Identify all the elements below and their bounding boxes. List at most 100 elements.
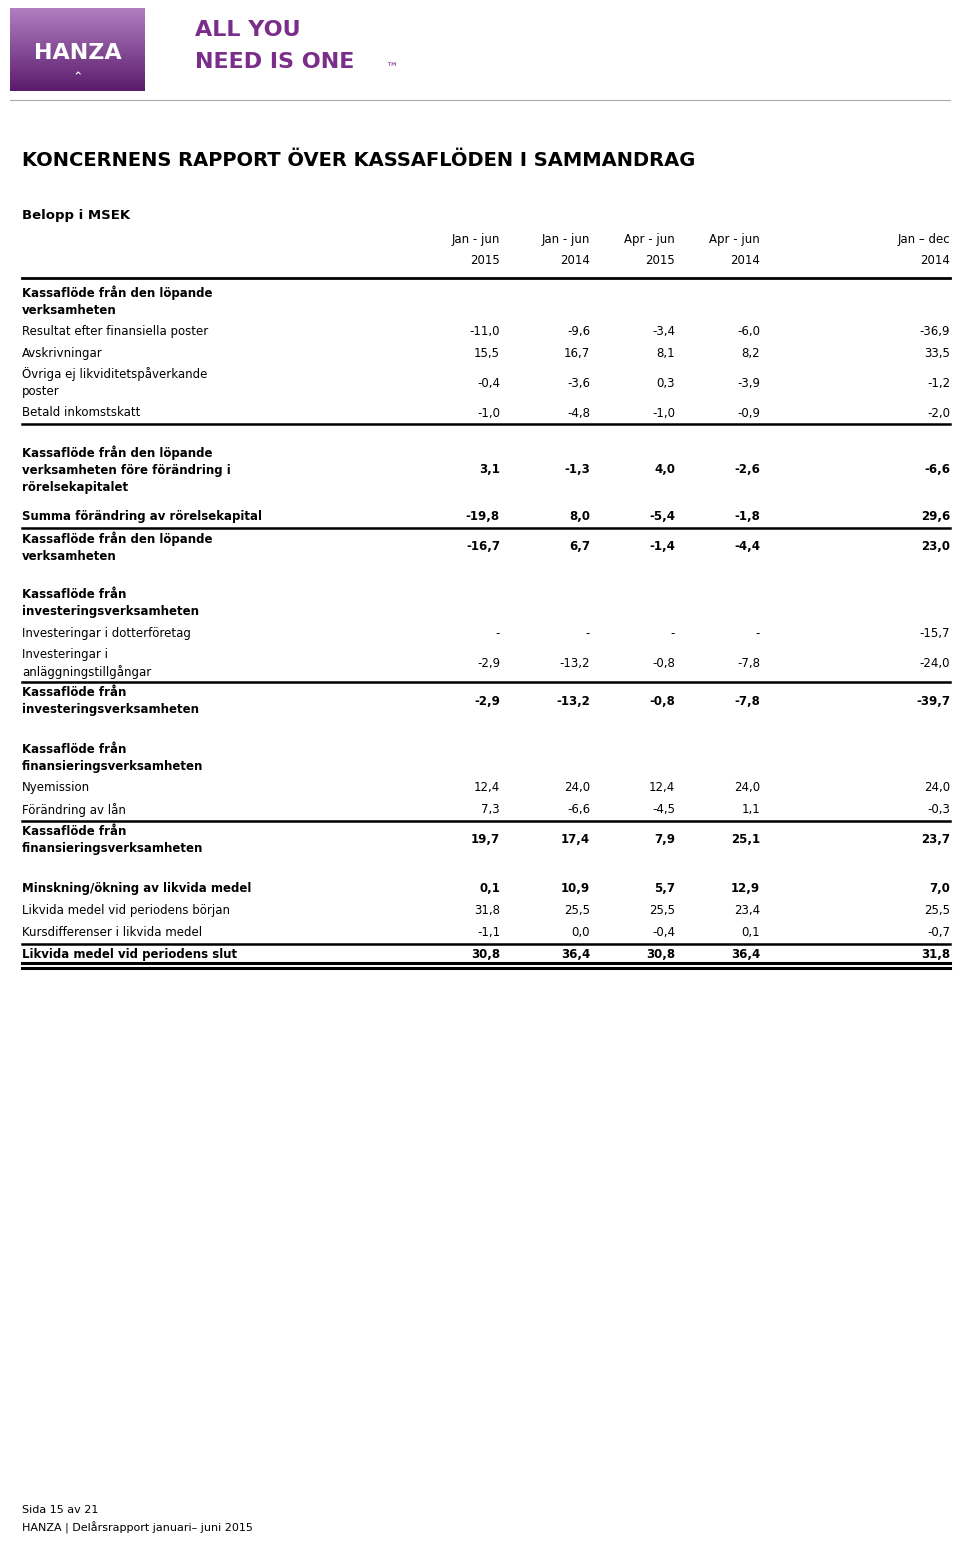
Bar: [10, 74, 145, 76]
Text: ⌃: ⌃: [72, 71, 83, 85]
Text: 25,1: 25,1: [731, 834, 760, 846]
Bar: [10, 82, 145, 85]
Text: 31,8: 31,8: [474, 903, 500, 917]
Bar: [10, 53, 145, 56]
Text: Kassaflöde från den löpande
verksamheten före förändring i
rörelsekapitalet: Kassaflöde från den löpande verksamheten…: [22, 446, 230, 493]
Text: -9,6: -9,6: [566, 325, 590, 337]
Text: -: -: [671, 627, 675, 640]
Text: Kassaflöde från
finansieringsverksamheten: Kassaflöde från finansieringsverksamhete…: [22, 743, 204, 774]
Text: 12,4: 12,4: [473, 781, 500, 795]
Text: -11,0: -11,0: [469, 325, 500, 337]
Bar: [10, 19, 145, 20]
Text: -3,9: -3,9: [737, 376, 760, 390]
Bar: [10, 9, 145, 12]
Text: ™: ™: [385, 62, 397, 74]
Text: Summa förändring av rörelsekapital: Summa förändring av rörelsekapital: [22, 511, 262, 523]
Text: 4,0: 4,0: [654, 463, 675, 476]
Bar: [10, 46, 145, 50]
Text: Sida 15 av 21: Sida 15 av 21: [22, 1505, 98, 1515]
Bar: [10, 56, 145, 57]
Bar: [10, 88, 145, 91]
Bar: [10, 63, 145, 67]
Text: 30,8: 30,8: [646, 948, 675, 961]
Text: 8,1: 8,1: [657, 347, 675, 359]
Text: 25,5: 25,5: [564, 903, 590, 917]
Text: 19,7: 19,7: [470, 834, 500, 846]
Text: Likvida medel vid periodens början: Likvida medel vid periodens början: [22, 903, 230, 917]
Text: -36,9: -36,9: [920, 325, 950, 337]
Text: Jan - jun: Jan - jun: [451, 234, 500, 246]
Text: 7,3: 7,3: [481, 803, 500, 817]
Text: 12,9: 12,9: [731, 882, 760, 896]
Text: -1,0: -1,0: [477, 407, 500, 419]
Text: -1,0: -1,0: [652, 407, 675, 419]
Text: Investeringar i dotterföretag: Investeringar i dotterföretag: [22, 627, 191, 640]
Text: -6,6: -6,6: [566, 803, 590, 817]
Bar: [10, 43, 145, 45]
Text: -3,4: -3,4: [652, 325, 675, 337]
Text: -7,8: -7,8: [734, 695, 760, 709]
Text: -4,8: -4,8: [567, 407, 590, 419]
Bar: [10, 71, 145, 74]
Text: Apr - jun: Apr - jun: [709, 234, 760, 246]
Text: Kursdifferenser i likvida medel: Kursdifferenser i likvida medel: [22, 927, 203, 939]
Text: 30,8: 30,8: [470, 948, 500, 961]
Text: Apr - jun: Apr - jun: [624, 234, 675, 246]
Text: -4,5: -4,5: [652, 803, 675, 817]
Bar: [10, 40, 145, 43]
Text: 24,0: 24,0: [924, 781, 950, 795]
Text: Kassaflöde från
finansieringsverksamheten: Kassaflöde från finansieringsverksamhete…: [22, 825, 204, 855]
Text: -1,4: -1,4: [649, 540, 675, 554]
Text: Jan - jun: Jan - jun: [541, 234, 590, 246]
Text: -2,9: -2,9: [477, 657, 500, 670]
Text: 2015: 2015: [645, 254, 675, 266]
Text: 0,1: 0,1: [741, 927, 760, 939]
Text: Förändring av lån: Förändring av lån: [22, 803, 126, 817]
Text: -3,6: -3,6: [567, 376, 590, 390]
Text: 7,9: 7,9: [654, 834, 675, 846]
Text: 17,4: 17,4: [561, 834, 590, 846]
Text: 23,4: 23,4: [733, 903, 760, 917]
Text: Belopp i MSEK: Belopp i MSEK: [22, 209, 131, 221]
Text: -0,8: -0,8: [652, 657, 675, 670]
Text: 31,8: 31,8: [921, 948, 950, 961]
Text: -0,7: -0,7: [927, 927, 950, 939]
Text: HANZA: HANZA: [34, 43, 121, 63]
Bar: [10, 62, 145, 63]
Text: -24,0: -24,0: [920, 657, 950, 670]
Text: 0,3: 0,3: [657, 376, 675, 390]
Text: 0,0: 0,0: [571, 927, 590, 939]
Bar: [10, 70, 145, 73]
Text: -15,7: -15,7: [920, 627, 950, 640]
Bar: [10, 28, 145, 31]
Text: -: -: [586, 627, 590, 640]
Text: 24,0: 24,0: [564, 781, 590, 795]
Text: 7,0: 7,0: [929, 882, 950, 896]
Text: Minskning/ökning av likvida medel: Minskning/ökning av likvida medel: [22, 882, 252, 896]
Text: Betald inkomstskatt: Betald inkomstskatt: [22, 407, 140, 419]
Bar: [10, 87, 145, 88]
Text: -2,0: -2,0: [927, 407, 950, 419]
Text: 25,5: 25,5: [924, 903, 950, 917]
Text: Likvida medel vid periodens slut: Likvida medel vid periodens slut: [22, 948, 237, 961]
Bar: [10, 51, 145, 54]
Text: Jan – dec: Jan – dec: [898, 234, 950, 246]
Text: 33,5: 33,5: [924, 347, 950, 359]
Bar: [10, 15, 145, 19]
Text: -13,2: -13,2: [556, 695, 590, 709]
Text: -4,4: -4,4: [734, 540, 760, 554]
Text: -1,3: -1,3: [564, 463, 590, 476]
Text: -2,6: -2,6: [734, 463, 760, 476]
Text: -1,8: -1,8: [734, 511, 760, 523]
Text: 8,2: 8,2: [741, 347, 760, 359]
Text: -0,4: -0,4: [652, 927, 675, 939]
Bar: [10, 45, 145, 48]
Bar: [10, 65, 145, 68]
Text: -5,4: -5,4: [649, 511, 675, 523]
Text: 25,5: 25,5: [649, 903, 675, 917]
Text: NEED IS ONE: NEED IS ONE: [195, 53, 354, 73]
Text: -7,8: -7,8: [737, 657, 760, 670]
Bar: [10, 39, 145, 42]
Text: 2014: 2014: [731, 254, 760, 266]
Text: -1,2: -1,2: [926, 376, 950, 390]
